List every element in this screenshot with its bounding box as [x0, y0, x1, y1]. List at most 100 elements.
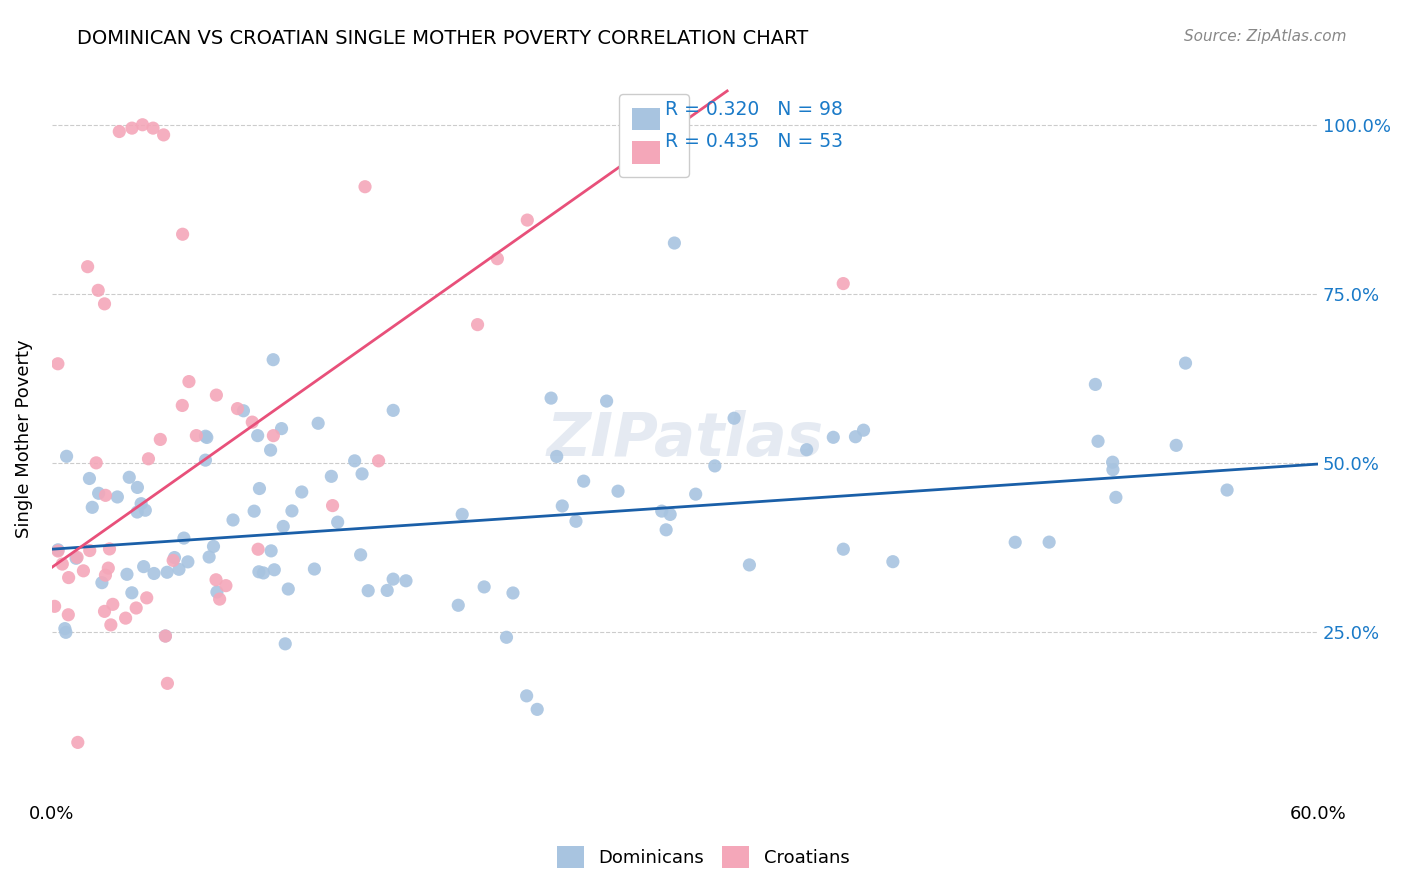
Point	[222, 513, 245, 527]
Point	[87, 486, 110, 500]
Point	[572, 474, 595, 488]
Point	[1166, 438, 1188, 452]
Point	[205, 585, 228, 599]
Point	[149, 433, 172, 447]
Point	[127, 480, 149, 494]
Point	[46, 544, 69, 558]
Point	[232, 404, 254, 418]
Point	[208, 592, 231, 607]
Point	[1216, 483, 1239, 497]
Point	[131, 118, 153, 132]
Point	[262, 352, 284, 367]
Point	[451, 508, 474, 522]
Point	[198, 549, 221, 564]
Point	[247, 542, 270, 557]
Point	[352, 467, 374, 481]
Point	[205, 388, 228, 402]
Point	[382, 572, 405, 586]
Point	[467, 318, 489, 332]
Point	[155, 629, 177, 643]
Point	[844, 430, 866, 444]
Point	[163, 550, 186, 565]
Point	[90, 575, 112, 590]
Legend: Dominicans, Croatians: Dominicans, Croatians	[546, 835, 860, 879]
Point	[98, 541, 121, 556]
Point	[1004, 535, 1026, 549]
Y-axis label: Single Mother Poverty: Single Mother Poverty	[15, 340, 32, 539]
Point	[135, 591, 157, 605]
Point	[97, 561, 120, 575]
Point	[226, 401, 249, 416]
Point	[375, 583, 398, 598]
Point	[540, 391, 562, 405]
Point	[796, 442, 818, 457]
Point	[72, 564, 94, 578]
Point	[156, 676, 179, 690]
Point	[291, 485, 314, 500]
Point	[685, 487, 707, 501]
Point	[94, 488, 117, 502]
Point	[651, 504, 673, 518]
Point	[1105, 491, 1128, 505]
Point	[246, 428, 269, 442]
Point	[260, 544, 283, 558]
Point	[46, 542, 69, 557]
Legend: , : ,	[619, 95, 689, 178]
Point	[58, 607, 80, 622]
Point	[595, 394, 617, 409]
Point	[1038, 535, 1060, 549]
Point	[395, 574, 418, 588]
Point	[274, 637, 297, 651]
Point	[243, 504, 266, 518]
Point	[53, 622, 76, 636]
Point	[172, 227, 194, 242]
Text: DOMINICAN VS CROATIAN SINGLE MOTHER POVERTY CORRELATION CHART: DOMINICAN VS CROATIAN SINGLE MOTHER POVE…	[77, 29, 808, 48]
Point	[51, 557, 73, 571]
Point	[46, 357, 69, 371]
Point	[127, 505, 149, 519]
Point	[1087, 434, 1109, 449]
Point	[252, 566, 274, 580]
Point	[349, 548, 371, 562]
Point	[655, 523, 678, 537]
Point	[1174, 356, 1197, 370]
Point	[304, 562, 326, 576]
Text: R = 0.320   N = 98: R = 0.320 N = 98	[665, 101, 842, 120]
Point	[270, 421, 292, 435]
Point	[852, 423, 875, 437]
Point	[105, 490, 128, 504]
Point	[326, 515, 349, 529]
Point	[249, 482, 271, 496]
Point	[143, 566, 166, 581]
Point	[263, 563, 285, 577]
Point	[76, 260, 98, 274]
Point	[142, 121, 165, 136]
Point	[607, 484, 630, 499]
Point	[118, 470, 141, 484]
Point	[79, 471, 101, 485]
Point	[101, 598, 124, 612]
Point	[247, 565, 270, 579]
Point	[162, 553, 184, 567]
Point	[44, 599, 66, 614]
Point	[173, 531, 195, 545]
Point	[1084, 377, 1107, 392]
Text: R = 0.435   N = 53: R = 0.435 N = 53	[665, 132, 842, 151]
Point	[343, 454, 366, 468]
Point	[882, 555, 904, 569]
Point	[382, 403, 405, 417]
Point	[472, 580, 495, 594]
Point	[129, 497, 152, 511]
Point	[155, 629, 177, 643]
Point	[177, 555, 200, 569]
Point	[259, 443, 281, 458]
Point	[55, 450, 77, 464]
Point	[1101, 455, 1123, 469]
Point	[495, 630, 517, 644]
Point	[215, 579, 238, 593]
Point	[114, 611, 136, 625]
Point	[167, 562, 190, 576]
Point	[93, 297, 115, 311]
Point	[277, 582, 299, 596]
Point	[565, 514, 588, 528]
